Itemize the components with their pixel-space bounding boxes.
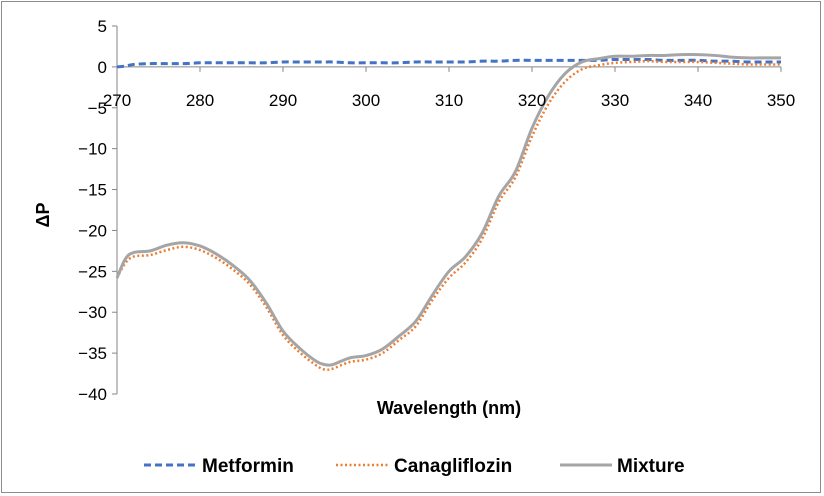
x-tick-label: 290 — [269, 91, 297, 110]
x-tick-label: 340 — [684, 91, 712, 110]
x-tick-label: 320 — [518, 91, 546, 110]
y-axis-title: ΔP — [33, 203, 53, 228]
series-line-metformin — [116, 57, 781, 69]
series-line-canagliflozin — [115, 59, 781, 372]
x-axis-title: Wavelength (nm) — [377, 398, 521, 418]
y-tick-label: −25 — [78, 262, 107, 281]
x-tick-label: 310 — [435, 91, 463, 110]
series-layer — [115, 53, 781, 372]
y-tick-label: −35 — [78, 344, 107, 363]
series-line-mixture — [115, 53, 781, 367]
y-tick-label: −10 — [78, 140, 107, 159]
x-tick-label: 300 — [352, 91, 380, 110]
x-tick-label: 270 — [103, 91, 131, 110]
x-tick-label: 330 — [601, 91, 629, 110]
legend: Metformin Canagliflozin Mixture — [144, 456, 685, 477]
y-tick-label: −15 — [78, 181, 107, 200]
y-tick-label: −40 — [78, 385, 107, 404]
axes-layer — [112, 25, 782, 395]
y-tick-label: −20 — [78, 221, 107, 240]
y-tick-label: −30 — [78, 303, 107, 322]
y-tick-label: 0 — [98, 58, 107, 77]
legend-label-canagliflozin: Canagliflozin — [394, 456, 512, 477]
legend-label-metformin: Metformin — [202, 456, 294, 477]
x-tick-label: 280 — [186, 91, 214, 110]
x-tick-label: 350 — [767, 91, 795, 110]
y-tick-label: −5 — [88, 99, 107, 118]
y-tick-label: 5 — [98, 17, 107, 36]
ticks-layer: 5 0 −5 −10 −15 −20 −25 −30 −35 −40 270 280 290 300 310… — [78, 17, 795, 404]
legend-label-mixture: Mixture — [617, 456, 685, 477]
